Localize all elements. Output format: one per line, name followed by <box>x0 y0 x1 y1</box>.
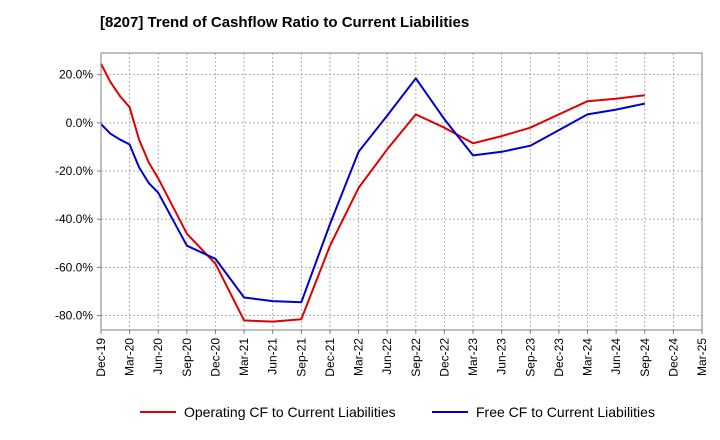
x-tick-label: Sep-23 <box>523 338 537 377</box>
x-tick-label: Jun-22 <box>380 338 394 375</box>
x-tick-label: Dec-21 <box>323 338 337 377</box>
y-tick-label: 20.0% <box>59 68 93 82</box>
series-line-free-cf <box>100 77 646 304</box>
x-tick-label: Mar-24 <box>581 338 595 376</box>
y-axis-ticks: 20.0% 0.0% -20.0% -40.0% -60.0% -80.0% <box>55 68 101 323</box>
x-tick-label: Mar-21 <box>237 338 251 376</box>
x-tick-label: Mar-20 <box>123 338 137 376</box>
x-tick-label: Sep-20 <box>180 338 194 377</box>
y-tick-label: -60.0% <box>55 260 93 274</box>
y-tick-label: -20.0% <box>55 164 93 178</box>
x-tick-label: Dec-24 <box>666 338 680 377</box>
chart-title: [8207] Trend of Cashflow Ratio to Curren… <box>100 14 470 31</box>
grid-layer <box>101 53 702 330</box>
legend: Operating CF to Current Liabilities Free… <box>0 404 720 426</box>
x-tick-label: Mar-22 <box>352 338 366 376</box>
x-tick-label: Dec-22 <box>437 338 451 377</box>
legend-label-free-cf: Free CF to Current Liabilities <box>476 404 655 420</box>
x-tick-label: Jun-23 <box>495 338 509 375</box>
y-tick-label: -80.0% <box>55 309 93 323</box>
series-layer <box>100 63 646 323</box>
legend-label-operating-cf: Operating CF to Current Liabilities <box>184 404 396 420</box>
x-axis-ticks: Dec-19 Mar-20 Jun-20 Sep-20 Dec-20 Mar-21 Jun-… <box>94 330 709 377</box>
x-tick-label: Jun-21 <box>266 338 280 375</box>
x-tick-label: Dec-20 <box>208 338 222 377</box>
y-tick-label: -40.0% <box>55 212 93 226</box>
legend-item-free-cf: Free CF to Current Liabilities <box>432 404 655 420</box>
legend-swatch-operating-cf <box>140 411 176 413</box>
x-tick-label: Jun-24 <box>609 338 623 375</box>
x-tick-label: Sep-22 <box>409 338 423 377</box>
legend-item-operating-cf: Operating CF to Current Liabilities <box>140 404 396 420</box>
legend-swatch-free-cf <box>432 411 468 413</box>
x-tick-label: Dec-19 <box>94 338 108 377</box>
series-line-operating-cf <box>100 63 645 323</box>
x-tick-label: Jun-20 <box>151 338 165 375</box>
x-tick-label: Mar-25 <box>695 338 709 376</box>
plot-area-frame <box>100 52 703 331</box>
x-tick-label: Dec-23 <box>552 338 566 377</box>
x-tick-label: Sep-24 <box>638 338 652 377</box>
y-tick-label: 0.0% <box>66 116 94 130</box>
x-tick-label: Mar-23 <box>466 338 480 376</box>
x-tick-label: Sep-21 <box>294 338 308 377</box>
